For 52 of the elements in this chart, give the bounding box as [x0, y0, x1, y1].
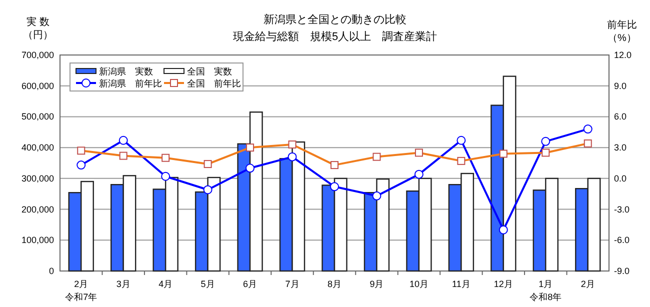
- y2-tick-label: 12.0: [614, 50, 632, 60]
- y-tick-label: 300,000: [21, 173, 54, 184]
- point: [203, 185, 212, 194]
- y-axis-title: 実 数（円）: [23, 16, 53, 41]
- text: 令和8年: [530, 292, 562, 302]
- x-tick-label: 11月: [452, 279, 470, 289]
- y-tick-label: 0: [48, 266, 54, 276]
- legend-label: 全国 前年比: [187, 78, 241, 88]
- y2-tick-label: 6.0: [614, 112, 627, 122]
- point: [161, 172, 170, 181]
- point: [76, 160, 86, 170]
- point: [118, 136, 128, 145]
- point: [498, 225, 508, 234]
- x-tick-label: 2月: [580, 279, 595, 289]
- x-tick-label: 8月: [327, 279, 342, 289]
- x-tick-label: 2月: [74, 279, 88, 289]
- y2-tick-label: 0.0: [614, 173, 627, 184]
- y2-tick-label: 9.0: [614, 80, 627, 91]
- y2-axis-title: 前年比（%）: [607, 19, 637, 44]
- y2-tick-label: -9.0: [614, 266, 630, 276]
- point: [414, 170, 424, 179]
- chart-subtitle: 現金給与総額 規模5人以上 調査産業計: [232, 30, 438, 43]
- y-tick-label: 700,000: [21, 50, 54, 60]
- point: [583, 124, 592, 134]
- y2-tick-label: -6.0: [614, 235, 630, 246]
- x-tick-label: 5月: [200, 279, 215, 289]
- y-tick-label: 600,000: [21, 80, 54, 91]
- y-tick-label: 200,000: [21, 204, 54, 214]
- point: [541, 136, 550, 146]
- chart-title: 新潟県と全国との動きの比較: [264, 13, 406, 26]
- point: [372, 191, 382, 200]
- y2-tick-label: 3.0: [614, 142, 627, 153]
- legend-label: 全国 実数: [187, 66, 232, 76]
- x-tick-label: 9月: [370, 279, 384, 289]
- x-tick-label: 12月: [494, 279, 513, 289]
- x-tick-label: 3月: [116, 279, 130, 289]
- point: [246, 164, 255, 173]
- point: [288, 152, 297, 162]
- x-tick-label: 1月: [538, 279, 553, 289]
- point: [456, 136, 466, 145]
- point: [330, 182, 339, 192]
- text: 令和7年: [65, 292, 98, 302]
- y-tick-label: 400,000: [21, 142, 54, 153]
- x-tick-label: 6月: [243, 279, 258, 289]
- x-tick-label: 7月: [285, 279, 300, 289]
- legend-label: 新潟県 実数: [99, 66, 153, 76]
- x-tick-label: 4月: [158, 279, 173, 289]
- x-tick-label: 10月: [409, 279, 428, 289]
- y2-tick-label: -3.0: [614, 204, 630, 214]
- y-tick-label: 100,000: [21, 235, 54, 246]
- y-tick-label: 500,000: [21, 112, 54, 122]
- legend-label: 新潟県 前年比: [99, 78, 162, 88]
